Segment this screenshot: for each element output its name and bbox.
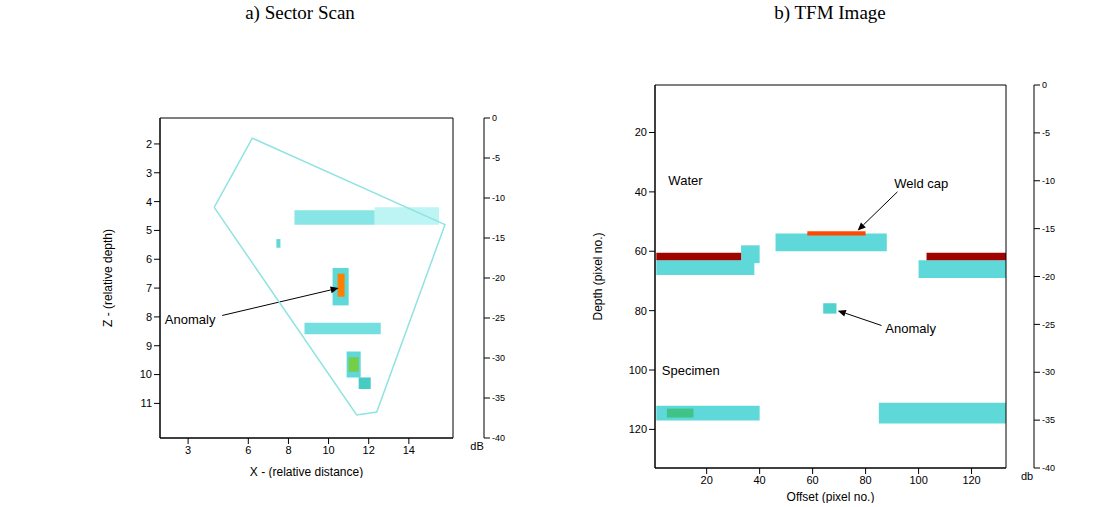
svg-text:0: 0 (492, 113, 497, 123)
svg-text:100: 100 (909, 474, 927, 486)
svg-text:20: 20 (701, 474, 713, 486)
svg-text:-25: -25 (492, 313, 505, 323)
svg-text:-25: -25 (1042, 320, 1055, 330)
svg-text:-15: -15 (1042, 224, 1055, 234)
svg-text:-10: -10 (492, 193, 505, 203)
svg-text:6: 6 (245, 444, 251, 456)
svg-text:-5: -5 (1042, 128, 1050, 138)
svg-text:2: 2 (146, 138, 152, 150)
svg-text:-5: -5 (492, 153, 500, 163)
svg-text:10: 10 (140, 368, 152, 380)
svg-text:db: db (1021, 470, 1033, 482)
svg-text:6: 6 (146, 253, 152, 265)
svg-text:-35: -35 (492, 393, 505, 403)
svg-text:80: 80 (859, 474, 871, 486)
svg-text:9: 9 (146, 340, 152, 352)
svg-text:3: 3 (185, 444, 191, 456)
svg-text:11: 11 (141, 397, 152, 409)
svg-text:4: 4 (146, 196, 152, 208)
svg-text:10: 10 (322, 444, 334, 456)
svg-text:-20: -20 (1042, 272, 1055, 282)
svg-text:80: 80 (635, 305, 647, 317)
svg-text:8: 8 (285, 444, 291, 456)
svg-text:20: 20 (635, 126, 647, 138)
svg-text:Depth (pixel no.): Depth (pixel no.) (591, 232, 605, 320)
svg-text:40: 40 (754, 474, 766, 486)
svg-text:-10: -10 (1042, 176, 1055, 186)
svg-text:Specimen: Specimen (662, 363, 720, 378)
svg-text:5: 5 (146, 224, 152, 236)
svg-text:Water: Water (668, 173, 703, 188)
svg-text:60: 60 (806, 474, 818, 486)
svg-text:-30: -30 (1042, 367, 1055, 377)
svg-text:120: 120 (629, 423, 647, 435)
svg-text:Anomaly: Anomaly (165, 312, 216, 327)
svg-text:Offset (pixel no.): Offset (pixel no.) (787, 490, 875, 503)
svg-text:-40: -40 (1042, 463, 1055, 473)
svg-text:14: 14 (403, 444, 415, 456)
svg-text:12: 12 (363, 444, 375, 456)
svg-text:Z - (relative depth): Z - (relative depth) (101, 229, 115, 327)
svg-text:-15: -15 (492, 233, 505, 243)
svg-text:0: 0 (1042, 80, 1047, 90)
svg-text:Weld cap: Weld cap (894, 176, 948, 191)
svg-text:-30: -30 (492, 353, 505, 363)
svg-text:60: 60 (635, 245, 647, 257)
svg-text:3: 3 (146, 167, 152, 179)
svg-text:-35: -35 (1042, 415, 1055, 425)
svg-text:X - (relative distance): X - (relative distance) (250, 465, 363, 478)
svg-text:-20: -20 (492, 273, 505, 283)
html-text:a) Sector Scan: a) Sector Scan (245, 2, 355, 23)
svg-text:100: 100 (629, 364, 647, 376)
svg-text:dB: dB (470, 440, 483, 452)
svg-text:40: 40 (635, 186, 647, 198)
svg-text:120: 120 (962, 474, 980, 486)
svg-text:8: 8 (146, 311, 152, 323)
svg-text:-40: -40 (492, 433, 505, 443)
svg-text:7: 7 (146, 282, 152, 294)
svg-text:Anomaly: Anomaly (885, 321, 936, 336)
html-text:b) TFM Image: b) TFM Image (774, 2, 886, 23)
